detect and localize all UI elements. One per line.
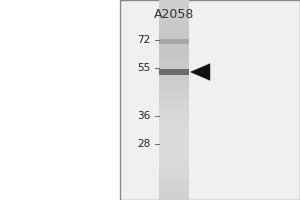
Bar bbox=[159, 150, 189, 160]
Bar bbox=[120, 0, 300, 200]
Text: 72: 72 bbox=[137, 35, 150, 45]
Polygon shape bbox=[190, 64, 210, 80]
Bar bbox=[159, 80, 189, 90]
Bar bbox=[159, 140, 189, 150]
Bar bbox=[159, 50, 189, 60]
Bar bbox=[159, 40, 189, 50]
Text: 55: 55 bbox=[137, 63, 150, 73]
Bar bbox=[159, 90, 189, 100]
Bar bbox=[159, 30, 189, 40]
Text: 28: 28 bbox=[137, 139, 150, 149]
Bar bbox=[159, 69, 189, 75]
Bar bbox=[159, 190, 189, 200]
Bar bbox=[159, 0, 189, 200]
Bar bbox=[159, 100, 189, 110]
Bar bbox=[159, 110, 189, 120]
Text: 36: 36 bbox=[137, 111, 150, 121]
Bar bbox=[159, 120, 189, 130]
Bar bbox=[159, 20, 189, 30]
Text: A2058: A2058 bbox=[154, 8, 194, 21]
Bar bbox=[159, 10, 189, 20]
Bar bbox=[159, 39, 189, 44]
Bar bbox=[159, 0, 189, 10]
Bar bbox=[159, 130, 189, 140]
Bar bbox=[159, 70, 189, 80]
Bar bbox=[159, 170, 189, 180]
Bar bbox=[159, 180, 189, 190]
Bar bbox=[159, 60, 189, 70]
Bar bbox=[159, 160, 189, 170]
